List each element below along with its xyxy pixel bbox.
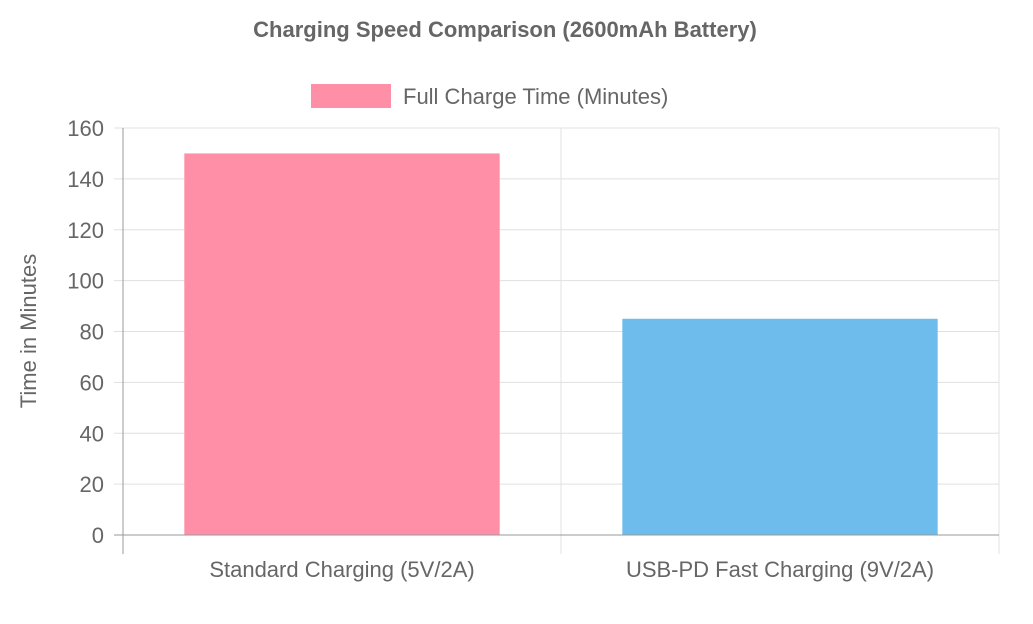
y-axis-label: Time in Minutes [16, 254, 41, 408]
legend[interactable]: Full Charge Time (Minutes) [311, 84, 668, 109]
chart-title: Charging Speed Comparison (2600mAh Batte… [253, 17, 757, 42]
y-tick-label: 80 [80, 320, 104, 345]
y-tick-label: 20 [80, 472, 104, 497]
axes [114, 128, 999, 554]
bar-0[interactable] [184, 153, 500, 535]
y-tick-labels: 0 20 40 60 80 100 120 140 160 [67, 116, 104, 548]
y-tick-label: 160 [67, 116, 104, 141]
x-tick-label: USB-PD Fast Charging (9V/2A) [626, 557, 934, 582]
y-tick-label: 120 [67, 218, 104, 243]
bars [184, 153, 938, 535]
x-tick-labels: Standard Charging (5V/2A) USB-PD Fast Cha… [209, 557, 934, 582]
y-tick-label: 0 [92, 523, 104, 548]
y-tick-label: 60 [80, 370, 104, 395]
y-tick-label: 40 [80, 421, 104, 446]
y-tick-label: 140 [67, 167, 104, 192]
y-tick-label: 100 [67, 269, 104, 294]
legend-label: Full Charge Time (Minutes) [403, 84, 668, 109]
x-tick-label: Standard Charging (5V/2A) [209, 557, 474, 582]
bar-1[interactable] [622, 318, 938, 535]
legend-swatch [311, 84, 391, 108]
